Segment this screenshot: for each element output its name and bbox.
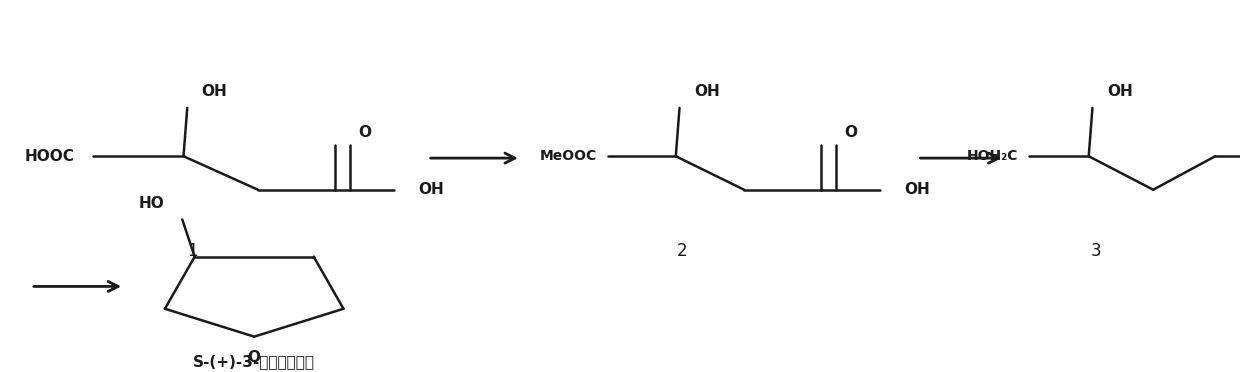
Text: HO: HO [139, 196, 164, 211]
Text: OH: OH [694, 84, 719, 99]
Text: O: O [844, 125, 857, 140]
Text: O: O [358, 125, 371, 140]
Text: MeOOC: MeOOC [539, 149, 596, 163]
Text: OH: OH [202, 84, 227, 99]
Text: S-(+)-3-羟基四氢呋喃: S-(+)-3-羟基四氢呋喃 [193, 354, 315, 369]
Text: OH: OH [1107, 84, 1132, 99]
Text: O: O [248, 350, 260, 365]
Text: 2: 2 [677, 242, 687, 260]
Text: 3: 3 [1091, 242, 1101, 260]
Text: HOOC: HOOC [25, 149, 74, 164]
Text: OH: OH [905, 182, 930, 197]
Text: HOH₂C: HOH₂C [966, 149, 1018, 163]
Text: 1: 1 [187, 242, 197, 260]
Text: OH: OH [419, 182, 444, 197]
